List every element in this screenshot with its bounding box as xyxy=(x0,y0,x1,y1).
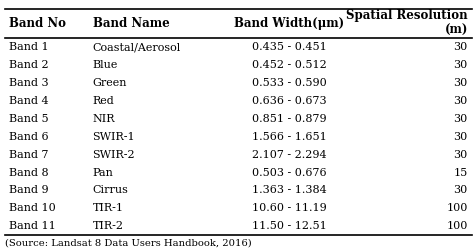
Text: 0.851 - 0.879: 0.851 - 0.879 xyxy=(252,114,327,124)
Text: 2.107 - 2.294: 2.107 - 2.294 xyxy=(252,150,327,160)
Text: Band 2: Band 2 xyxy=(9,60,48,70)
Text: 30: 30 xyxy=(454,42,468,52)
Text: Band 11: Band 11 xyxy=(9,221,55,231)
Text: Band 5: Band 5 xyxy=(9,114,48,124)
Text: 0.452 - 0.512: 0.452 - 0.512 xyxy=(252,60,327,70)
Text: 30: 30 xyxy=(454,186,468,195)
Text: Coastal/Aerosol: Coastal/Aerosol xyxy=(92,42,181,52)
Text: Spatial Resolution
(m): Spatial Resolution (m) xyxy=(346,9,468,37)
Text: Band 4: Band 4 xyxy=(9,96,48,106)
Text: Green: Green xyxy=(92,78,127,88)
Text: Blue: Blue xyxy=(92,60,118,70)
Text: Band 7: Band 7 xyxy=(9,150,48,160)
Text: 15: 15 xyxy=(454,168,468,178)
Text: Band 1: Band 1 xyxy=(9,42,48,52)
Text: Pan: Pan xyxy=(92,168,113,178)
Text: 10.60 - 11.19: 10.60 - 11.19 xyxy=(252,203,327,213)
Text: 30: 30 xyxy=(454,150,468,160)
Text: (Source: Landsat 8 Data Users Handbook, 2016): (Source: Landsat 8 Data Users Handbook, … xyxy=(5,239,252,248)
Text: 30: 30 xyxy=(454,96,468,106)
Text: 0.503 - 0.676: 0.503 - 0.676 xyxy=(252,168,327,178)
Text: Band 9: Band 9 xyxy=(9,186,48,195)
Text: 0.533 - 0.590: 0.533 - 0.590 xyxy=(252,78,327,88)
Text: 0.435 - 0.451: 0.435 - 0.451 xyxy=(252,42,327,52)
Text: 11.50 - 12.51: 11.50 - 12.51 xyxy=(252,221,327,231)
Text: 1.363 - 1.384: 1.363 - 1.384 xyxy=(252,186,327,195)
Text: 30: 30 xyxy=(454,78,468,88)
Text: NIR: NIR xyxy=(92,114,115,124)
Text: Band Width(μm): Band Width(μm) xyxy=(235,17,345,30)
Text: Band 6: Band 6 xyxy=(9,132,48,142)
Text: TIR-1: TIR-1 xyxy=(92,203,124,213)
Text: Band 8: Band 8 xyxy=(9,168,48,178)
Text: TIR-2: TIR-2 xyxy=(92,221,124,231)
Text: SWIR-1: SWIR-1 xyxy=(92,132,135,142)
Text: Red: Red xyxy=(92,96,114,106)
Text: Band 10: Band 10 xyxy=(9,203,55,213)
Text: Cirrus: Cirrus xyxy=(92,186,128,195)
Text: 30: 30 xyxy=(454,132,468,142)
Text: 100: 100 xyxy=(447,203,468,213)
Text: 30: 30 xyxy=(454,114,468,124)
Text: 1.566 - 1.651: 1.566 - 1.651 xyxy=(252,132,327,142)
Text: Band Name: Band Name xyxy=(92,17,169,30)
Text: 30: 30 xyxy=(454,60,468,70)
Text: 0.636 - 0.673: 0.636 - 0.673 xyxy=(252,96,327,106)
Text: SWIR-2: SWIR-2 xyxy=(92,150,135,160)
Text: Band 3: Band 3 xyxy=(9,78,48,88)
Text: 100: 100 xyxy=(447,221,468,231)
Text: Band No: Band No xyxy=(9,17,65,30)
